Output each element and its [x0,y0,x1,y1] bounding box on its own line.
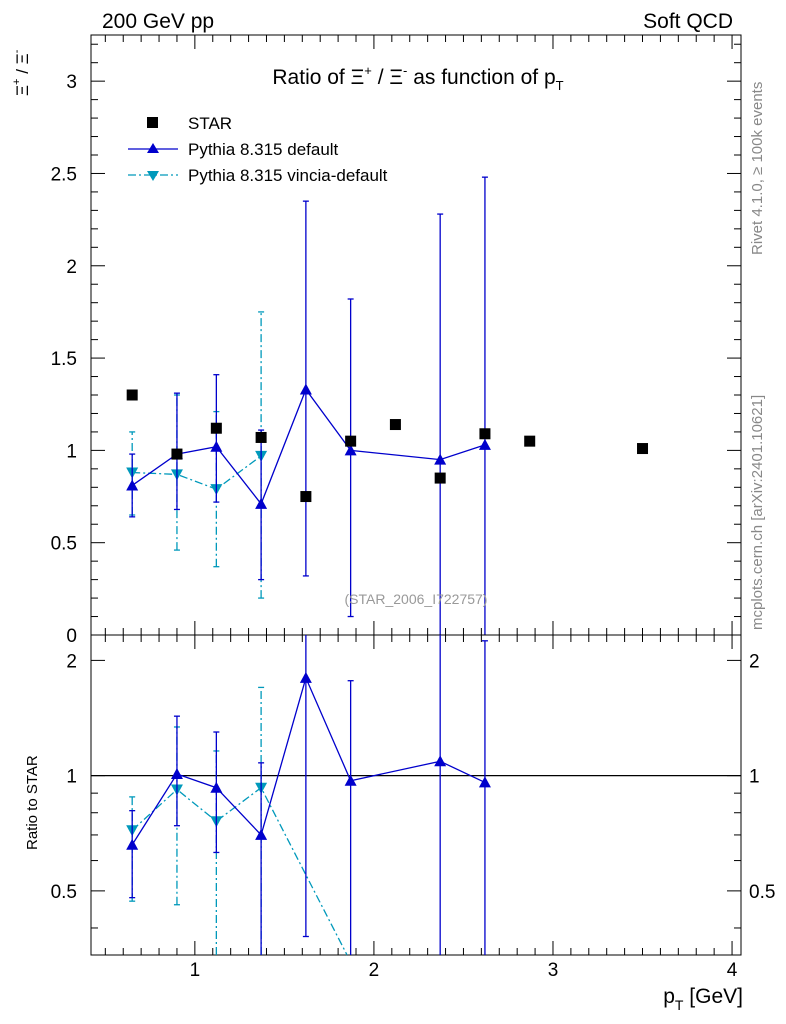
mcplots-credit-label: mcplots.cern.ch [arXiv:2401.10621] [749,395,766,630]
ratio-plot-frame [90,634,742,956]
main-y-axis-label: Ξ+ / Ξ- [11,49,32,96]
star-point [434,472,446,484]
svg-text:Rivet 4.1.0, ≥ 100k events: Rivet 4.1.0, ≥ 100k events [749,82,766,255]
y-tick-label-right: 1 [749,767,760,788]
ratio-y-axis-label: Ratio to STAR [24,755,41,850]
ratio-pythia-default-point [299,671,312,683]
star-point [300,491,312,503]
main-title: Ratio of Ξ+ / Ξ- as function of pT [272,63,563,93]
ratio-panel: 0.5 0.5 1 1 2 2 1 2 3 4 Ratio to STAR pT [GeV] [24,634,776,1013]
y-tick-label: 1 [66,767,77,788]
y-tick-label-right: 0.5 [749,882,775,903]
star-point [171,448,183,460]
pythia-default-line [131,388,486,506]
legend-entry-pythia-default: Pythia 8.315 default [128,140,339,159]
pythia-default-point [255,497,268,509]
ratio-pythia-default-point [126,838,139,850]
star-point [479,428,491,440]
y-tick-label: 2 [66,651,77,672]
y-tick-label: 3 [66,72,77,93]
legend-label-star: STAR [188,114,232,133]
header-energy-label: 200 GeV pp [102,10,214,33]
x-tick-label: 2 [369,960,380,981]
svg-text:Ξ+ / Ξ-: Ξ+ / Ξ- [11,49,32,96]
legend-entry-star: STAR [147,114,232,133]
legend-square-marker [147,117,158,128]
main-plot-area [126,176,649,635]
ratio-pythia-default-point [344,774,357,786]
x-tick-label: 3 [548,960,559,981]
legend: STAR Pythia 8.315 default Pythia 8.315 v… [128,114,388,185]
star-point [345,435,357,447]
svg-text:mcplots.cern.ch [arXiv:2401.10: mcplots.cern.ch [arXiv:2401.10621] [749,395,766,630]
star-point [255,431,267,443]
ratio-pythia-default-point [210,781,223,793]
y-tick-label: 1 [66,441,77,462]
x-tick-label: 1 [190,960,201,981]
ratio-plot-area [91,635,741,956]
legend-triangle-up-marker [147,143,159,153]
x-tick-labels: 1 2 3 4 [190,960,738,981]
pythia-default-point [344,444,357,456]
y-tick-label: 0 [66,626,77,647]
ratio-pythia-default-line [131,675,486,846]
star-point [389,419,401,431]
legend-label-pythia-vincia: Pythia 8.315 vincia-default [188,166,388,185]
pythia-default-point [126,479,139,491]
legend-entry-pythia-vincia: Pythia 8.315 vincia-default [128,166,388,185]
ratio-pythia-default-point [434,755,447,767]
pythia-default-point [299,383,312,395]
pythia-vincia-line [132,455,262,490]
svg-text:Ratio to STAR: Ratio to STAR [24,755,41,850]
star-point [210,422,222,434]
star-point [126,389,138,401]
analysis-tag: (STAR_2006_I722757) [345,591,488,607]
ratio-pythia-default-point [478,776,491,788]
star-point [524,435,536,447]
star-point [637,443,649,455]
pythia-default-point [478,438,491,450]
y-tick-label: 1.5 [51,349,77,370]
ratio-pythia-default-point [170,767,183,779]
legend-triangle-down-marker [147,171,159,181]
x-axis-label: pT [GeV] [663,985,743,1013]
rivet-version-label: Rivet 4.1.0, ≥ 100k events [749,82,766,255]
pythia-default-point [210,440,223,452]
ratio-pythia-default-point [255,828,268,840]
main-y-tick-labels: 0 0.5 1 1.5 2 2.5 3 [51,72,77,647]
ratio-pythia-vincia-line [131,786,348,956]
y-tick-label: 0.5 [51,534,77,555]
main-panel: 0 0.5 1 1.5 2 2.5 3 Ratio of Ξ+ / Ξ- as functi… [11,34,742,647]
ratio-y-tick-labels: 0.5 0.5 1 1 2 2 [51,651,776,902]
legend-label-pythia-default: Pythia 8.315 default [188,140,339,159]
y-tick-label: 2 [66,257,77,278]
ratio-axis-ticks [91,635,741,955]
y-tick-label: 0.5 [51,882,77,903]
pythia-default-point [434,453,447,465]
header-process-label: Soft QCD [643,10,733,33]
x-tick-label: 4 [727,960,738,981]
y-tick-label-right: 2 [749,651,760,672]
y-tick-label: 2.5 [51,164,77,185]
